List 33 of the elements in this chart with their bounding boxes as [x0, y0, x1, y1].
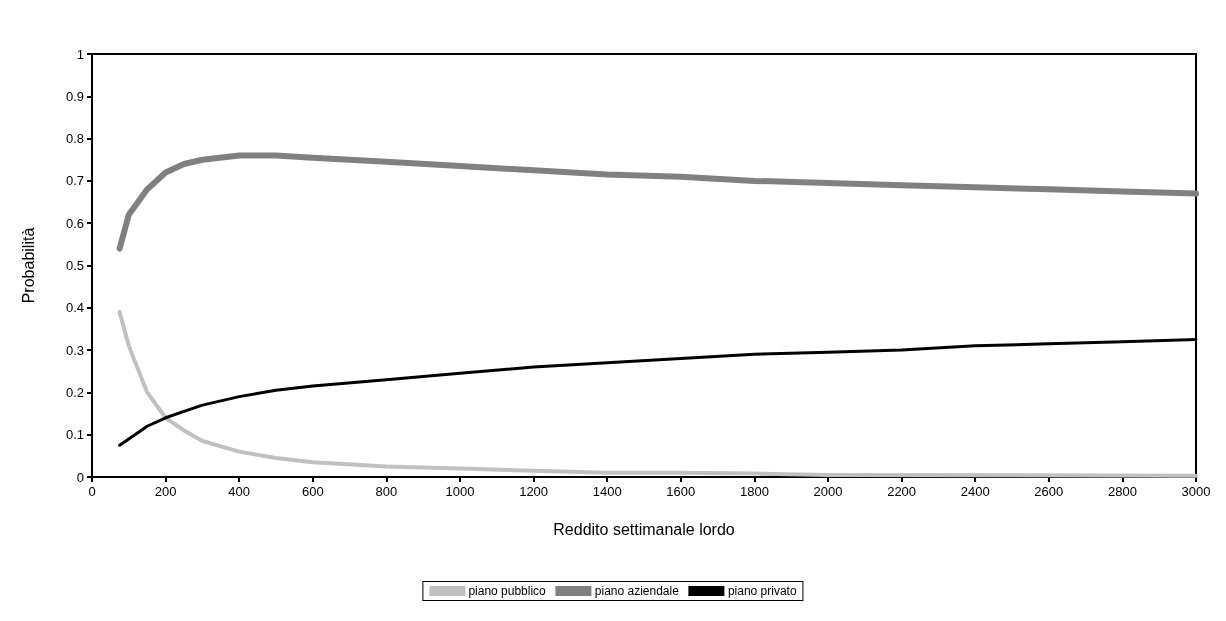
line-series	[117, 310, 1198, 478]
y-tick-label: 0.6	[65, 215, 84, 231]
y-tick-label: 0.3	[65, 342, 84, 358]
x-tick-label: 1600	[666, 484, 696, 499]
x-tick-label: 1800	[739, 484, 769, 499]
x-tick-label: 0	[88, 484, 96, 499]
x-tick-label: 1000	[445, 484, 475, 499]
x-tick-label: 1400	[592, 484, 622, 499]
x-tick-label: 2600	[1034, 484, 1064, 499]
y-tick-label: 0.9	[65, 88, 84, 104]
x-tick-label: 200	[154, 484, 177, 499]
y-tick-label: 1	[76, 46, 84, 62]
y-tick-label: 0.1	[65, 427, 84, 443]
y-tick-label: 0.5	[65, 258, 84, 273]
x-tick-label: 2200	[887, 484, 917, 499]
x-tick-label: 2400	[960, 484, 990, 499]
y-axis-title: Probabilità	[19, 227, 37, 304]
x-tick-label: 800	[375, 484, 398, 499]
legend-label: piano privato	[727, 584, 797, 598]
x-axis-title: Reddito settimanale lordo	[553, 520, 735, 538]
x-tick-label: 3000	[1181, 484, 1211, 499]
y-tick-label: 0.4	[65, 300, 84, 316]
x-tick-label: 400	[228, 484, 251, 499]
x-tick-label: 600	[301, 484, 324, 499]
y-tick-label: 0.8	[65, 131, 84, 147]
x-tick-label: 2000	[813, 484, 843, 499]
legend-label: piano aziendale	[594, 584, 679, 598]
y-tick-label: 0.2	[65, 384, 84, 400]
legend-label: piano pubblico	[468, 584, 546, 598]
x-tick-label: 1200	[519, 484, 549, 499]
y-tick-label: 0	[76, 469, 84, 485]
y-tick-label: 0.7	[65, 173, 84, 189]
x-tick-label: 2800	[1107, 484, 1137, 499]
